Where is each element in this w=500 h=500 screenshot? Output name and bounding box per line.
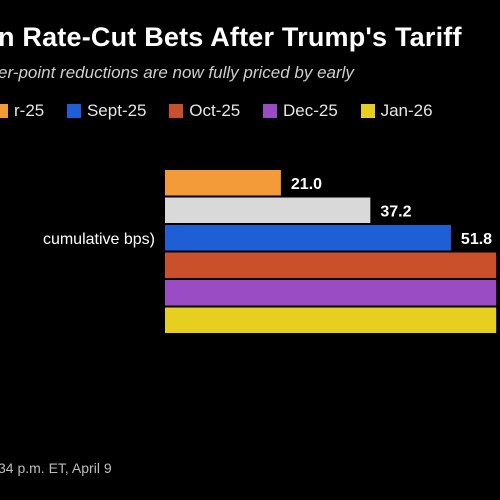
bar-value-label: 37.2 (380, 203, 411, 220)
legend-label: r-25 (14, 101, 45, 120)
legend-item: Jan-26 (360, 101, 433, 121)
legend-item: Dec-25 (263, 101, 338, 121)
bar (165, 307, 497, 333)
legend-swatch (360, 104, 375, 118)
bar-value-label: 51.8 (461, 231, 492, 248)
legend-label: Oct-25 (189, 101, 241, 120)
legend-item: r-25 (0, 101, 44, 121)
bar (165, 225, 451, 251)
chart-title: n Rate-Cut Bets After Trump's Tariff (0, 22, 462, 52)
legend-item: Oct-25 (169, 101, 240, 121)
bar (165, 197, 371, 223)
bar (165, 280, 497, 306)
legend-label: Jan-26 (380, 101, 433, 120)
legend: r-25 Sept-25 Oct-25 Dec-25 Jan-26 (0, 101, 451, 125)
legend-item: Sept-25 (66, 101, 147, 121)
legend-swatch (263, 104, 278, 118)
legend-swatch (169, 104, 184, 118)
legend-swatch (0, 104, 8, 118)
legend-swatch (66, 104, 81, 118)
legend-label: Sept-25 (86, 101, 147, 120)
source-note: 34 p.m. ET, April 9 (0, 460, 112, 476)
category-label: cumulative bps) (43, 231, 155, 248)
chart-subtitle: er-point reductions are now fully priced… (0, 63, 354, 82)
bar (165, 252, 497, 278)
legend-label: Dec-25 (283, 101, 338, 120)
bar-value-label: 21.0 (291, 176, 322, 193)
bar (165, 170, 281, 196)
